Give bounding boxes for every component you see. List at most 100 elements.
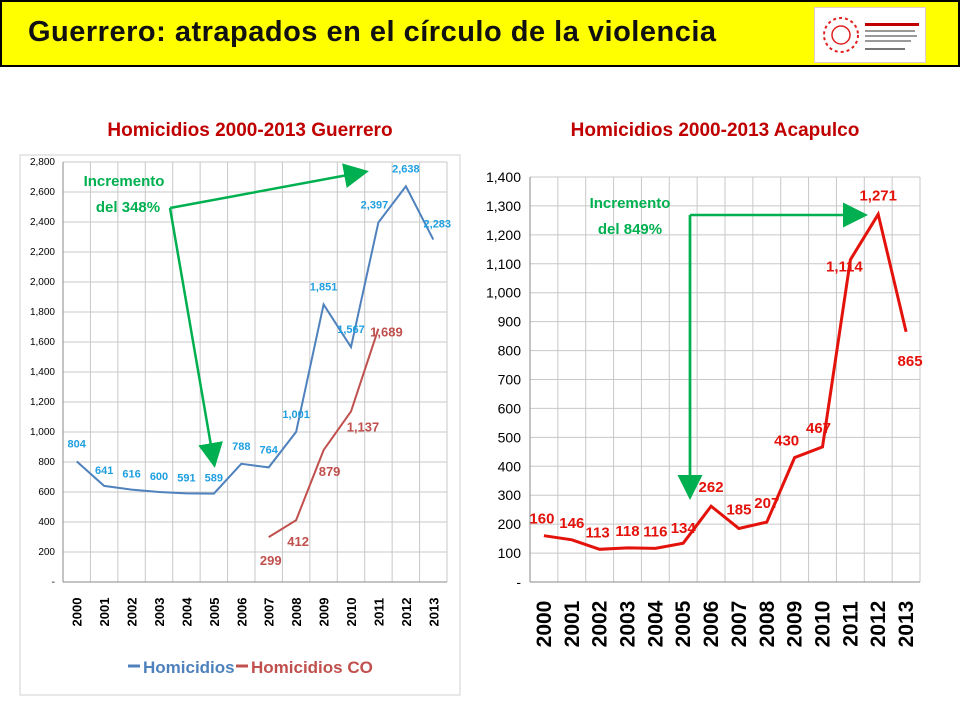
data-label-homicidios: 1,851 (310, 281, 338, 293)
annotation-arrow-down (168, 207, 223, 468)
chart-guerrero: - 200 400 600 800 1,000 1,200 1,400 1,600 1,800 2,… (19, 154, 461, 696)
y-tick-label: 2,600 (30, 187, 55, 198)
series-line-homicidios (76, 184, 435, 495)
chart-guerrero-frame (19, 154, 461, 696)
x-tick-label: 2002 (125, 598, 140, 627)
page-title: Guerrero: atrapados en el círculo de la … (28, 16, 717, 48)
data-label-homicidios: 641 (95, 465, 113, 477)
x-tick-label: 2001 (561, 600, 584, 647)
data-label-acapulco: 113 (586, 524, 610, 541)
data-label-acapulco: 134 (671, 520, 697, 537)
x-tick-label: 2002 (589, 601, 612, 648)
x-tick-label: 2009 (317, 598, 332, 627)
y-tick-label: - (516, 574, 521, 590)
data-label-homicidios-co: 1,689 (370, 325, 403, 340)
x-tick-label: 2004 (179, 597, 194, 627)
x-tick-label: 2000 (533, 601, 556, 648)
data-label-homicidios: 2,638 (392, 163, 420, 175)
x-tick-label: 2009 (784, 601, 807, 648)
x-tick-label: 2004 (644, 600, 667, 647)
y-tick-label: 700 (498, 372, 522, 388)
y-tick-label: 200 (498, 516, 522, 532)
y-tick-label: 1,400 (30, 367, 55, 378)
data-label-homicidios: 804 (68, 438, 87, 450)
series-line-homicidios-co (268, 328, 380, 538)
x-tick-label: 2003 (152, 598, 167, 627)
y-tick-label: 400 (498, 458, 522, 474)
y-tick-label: 400 (38, 517, 55, 528)
x-tick-label: 2012 (867, 601, 890, 648)
x-tick-label: 2008 (289, 598, 304, 627)
x-tick-label: 2011 (839, 601, 862, 647)
organization-logo (814, 7, 926, 63)
y-tick-label: 500 (498, 429, 522, 445)
data-label-homicidios: 591 (177, 472, 195, 484)
data-label-homicidios-co: 412 (287, 534, 309, 549)
y-tick-label: 2,800 (30, 157, 55, 168)
x-tick-label: 2012 (399, 598, 414, 627)
x-tick-label: 2010 (344, 598, 359, 627)
data-label-homicidios: 788 (232, 441, 250, 453)
annotation-text-line2: del 348% (96, 199, 160, 216)
data-label-acapulco: 146 (559, 515, 584, 532)
y-tick-label: 1,100 (486, 256, 521, 272)
annotation-text-line2: del 849% (598, 221, 662, 238)
x-tick-label: 2005 (672, 600, 695, 647)
x-tick-label: 2003 (617, 601, 640, 648)
chart-guerrero-title: Homicidios 2000-2013 Guerrero (107, 120, 393, 141)
data-label-acapulco: 430 (774, 433, 799, 450)
x-tick-label: 2013 (426, 598, 441, 627)
data-label-acapulco: 185 (726, 501, 751, 518)
y-tick-label: 1,600 (30, 337, 55, 348)
data-label-homicidios: 2,397 (361, 199, 389, 211)
series-line-acapulco (543, 210, 908, 551)
y-tick-label: 2,200 (30, 247, 55, 258)
annotation-arrow-up (169, 163, 369, 210)
data-label-homicidios: 1,567 (337, 324, 365, 336)
data-label-homicidios: 616 (122, 469, 140, 481)
y-tick-label: 2,000 (30, 277, 55, 288)
x-tick-label: 2013 (895, 601, 918, 648)
x-tick-label: 2006 (700, 601, 723, 648)
data-label-acapulco: 116 (643, 523, 667, 540)
y-tick-label: 200 (38, 547, 55, 558)
data-label-acapulco: 262 (699, 479, 724, 496)
y-tick-label: 1,300 (486, 198, 521, 214)
x-tick-label: 2010 (812, 601, 835, 648)
title-banner: Guerrero: atrapados en el círculo de la … (0, 0, 960, 67)
x-tick-label: 2011 (371, 598, 386, 626)
x-tick-label: 2006 (234, 598, 249, 627)
y-tick-label: 2,400 (30, 217, 55, 228)
annotation-text-line1: Incremento (590, 195, 671, 212)
y-tick-label: 300 (498, 487, 522, 503)
y-tick-label: 1,400 (486, 169, 521, 185)
data-label-acapulco: 865 (898, 353, 923, 370)
data-label-acapulco: 160 (529, 511, 554, 528)
data-label-homicidios-co: 879 (319, 464, 341, 479)
x-tick-label: 2007 (728, 601, 751, 648)
y-tick-label: - (52, 577, 55, 588)
chart-acapulco-title: Homicidios 2000-2013 Acapulco (570, 120, 860, 141)
y-tick-label: 600 (498, 400, 522, 416)
data-label-homicidios: 589 (205, 473, 223, 485)
data-label-acapulco: 207 (754, 495, 779, 512)
y-tick-label: 1,200 (30, 397, 55, 408)
x-tick-label: 2001 (97, 598, 112, 627)
data-label-homicidios-co: 1,137 (347, 419, 380, 434)
x-tick-label: 2005 (207, 598, 222, 627)
x-tick-label: 2008 (756, 600, 779, 647)
x-tick-label: 2007 (262, 598, 277, 627)
data-label-homicidios-co: 299 (260, 553, 282, 568)
data-label-acapulco: 1,114 (826, 259, 863, 276)
y-tick-label: 800 (498, 343, 522, 359)
x-tick-label: 2000 (70, 598, 85, 627)
legend-label-homicidios: Homicidios (143, 658, 235, 677)
y-tick-label: 800 (38, 457, 55, 468)
data-label-acapulco: 118 (615, 523, 639, 540)
data-label-homicidios: 1,001 (282, 409, 310, 421)
data-label-homicidios: 764 (260, 444, 279, 456)
y-tick-label: 600 (38, 487, 55, 498)
data-label-acapulco: 1,271 (859, 187, 897, 204)
legend-label-homicidios-co: Homicidios CO (251, 658, 373, 677)
y-tick-label: 1,000 (486, 285, 521, 301)
